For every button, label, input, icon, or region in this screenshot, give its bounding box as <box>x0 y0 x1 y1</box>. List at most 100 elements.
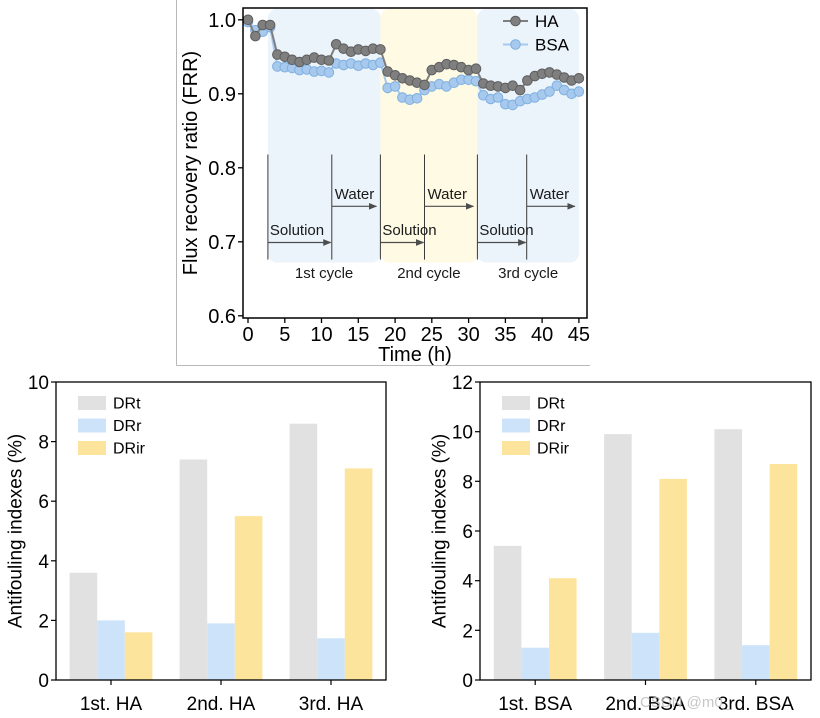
y-axis-title: Flux recovery ratio (FRR) <box>180 51 202 275</box>
ha-data-point <box>375 44 386 55</box>
bsa-data-point <box>411 93 423 104</box>
x-tick-label: 15 <box>347 324 369 346</box>
y-tick-label: 4 <box>462 572 473 593</box>
bar-drt <box>604 434 632 680</box>
x-tick-label: 25 <box>421 324 443 346</box>
bar-drr <box>631 632 660 680</box>
y-tick-label: 6 <box>38 492 49 513</box>
y-tick-label: 10 <box>452 423 473 444</box>
bsa-antifouling-bar-chart: 1st. BSA 2nd. BSA 3rd. BSA 0 2 4 6 8 10 12 DRt DRr D… <box>430 373 812 715</box>
legend-label: HA <box>535 12 559 31</box>
water-label: Water <box>428 186 467 203</box>
water-label: Water <box>335 186 374 203</box>
x-tick-label: 30 <box>457 324 479 346</box>
ha-data-point <box>242 14 254 26</box>
y-tick-label: 2 <box>462 621 473 642</box>
bar-drir <box>344 468 373 680</box>
ha-data-point <box>573 73 585 84</box>
x-category-label: 3rd. BSA <box>718 694 794 715</box>
x-axis-title: Time (h) <box>378 344 452 366</box>
legend-label: BSA <box>535 36 570 55</box>
y-tick-label: 0.8 <box>208 158 236 180</box>
solution-label: Solution <box>479 222 533 239</box>
ha-antifouling-bar-chart: 1st. HA 2nd. HA 3rd. HA 0 2 4 6 8 10 DRt DRr DRir An… <box>6 373 387 715</box>
bsa-data-point <box>389 81 401 92</box>
ha-data-point <box>470 63 482 74</box>
x-category-label: 1st. BSA <box>498 694 572 715</box>
bar-drt <box>179 459 208 680</box>
x-category-label: 3rd. HA <box>299 694 364 715</box>
frr-line-chart: Solution Water 1st cycle Solution Water 2nd c… <box>180 7 590 366</box>
cycle-shade <box>380 9 478 263</box>
ha-data-point <box>264 19 276 31</box>
plot-frame <box>242 7 588 319</box>
bsa-data-point <box>573 86 585 97</box>
cycle-label: 3rd cycle <box>498 265 558 282</box>
y-tick-label: 4 <box>38 552 49 573</box>
ha-data-point <box>323 55 335 66</box>
bar-drt <box>69 572 98 680</box>
legend-label: DRt <box>113 396 141 413</box>
cycle-label: 1st cycle <box>295 265 353 282</box>
legend-drr-swatch <box>502 418 530 433</box>
bar-drir <box>769 464 798 680</box>
bar-drr <box>317 638 345 680</box>
bar-drt <box>714 429 742 680</box>
bar-drt <box>493 545 522 680</box>
bsa-data-point <box>492 92 504 103</box>
x-category-label: 2nd. BSA <box>605 694 686 715</box>
y-tick-label: 8 <box>38 433 49 454</box>
x-tick-label: 20 <box>384 324 406 346</box>
legend-label: DRr <box>537 418 566 435</box>
x-category-label: 2nd. HA <box>187 694 256 715</box>
bar-drt <box>289 423 318 680</box>
legend-bsa-marker <box>510 39 521 50</box>
bar-drr <box>521 647 549 680</box>
y-tick-label: 12 <box>452 373 473 394</box>
plot-frame <box>55 381 387 681</box>
bar-drr <box>742 645 770 680</box>
x-tick-label: 10 <box>310 324 332 346</box>
y-tick-label: 0.6 <box>208 306 236 328</box>
top-panel-border <box>176 0 590 366</box>
legend-ha-marker <box>510 15 521 27</box>
legend-label: DRr <box>113 418 142 435</box>
legend-drir-swatch <box>78 441 106 455</box>
legend-label: DRir <box>537 441 570 458</box>
y-axis-title: Antifouling indexes (%) <box>430 434 451 628</box>
legend-label: DRt <box>537 396 565 413</box>
legend-drt-swatch <box>78 396 106 410</box>
legend-drt-swatch <box>502 396 530 410</box>
watermark: CSDN @m0_ <box>640 694 732 711</box>
solution-label: Solution <box>270 222 324 239</box>
bar-drir <box>659 478 687 680</box>
y-tick-label: 0 <box>38 671 49 692</box>
y-tick-label: 0.9 <box>208 84 236 106</box>
ha-data-point <box>514 84 526 96</box>
y-tick-label: 8 <box>462 472 473 493</box>
bar-drir <box>124 632 153 680</box>
bsa-data-point <box>323 67 335 78</box>
x-tick-label: 0 <box>242 324 253 346</box>
bsa-data-point <box>544 86 555 97</box>
bar-drir <box>549 578 577 680</box>
y-tick-label: 6 <box>462 522 473 543</box>
x-category-label: 1st. HA <box>80 694 143 715</box>
legend-drr-swatch <box>78 418 106 433</box>
y-tick-label: 10 <box>28 373 49 394</box>
bar-drr <box>207 623 235 680</box>
legend-drir-swatch <box>502 441 530 455</box>
bar-drr <box>97 620 125 680</box>
y-tick-label: 0.7 <box>208 232 236 254</box>
bar-drir <box>234 516 263 680</box>
y-tick-label: 1.0 <box>208 10 236 32</box>
cycle-label: 2nd cycle <box>397 265 460 282</box>
ha-data-point <box>250 30 261 42</box>
solution-label: Solution <box>382 222 436 239</box>
y-tick-label: 2 <box>38 611 49 632</box>
x-tick-label: 40 <box>531 324 553 346</box>
x-tick-label: 45 <box>568 324 590 346</box>
water-label: Water <box>530 186 569 203</box>
x-tick-label: 5 <box>279 324 290 346</box>
